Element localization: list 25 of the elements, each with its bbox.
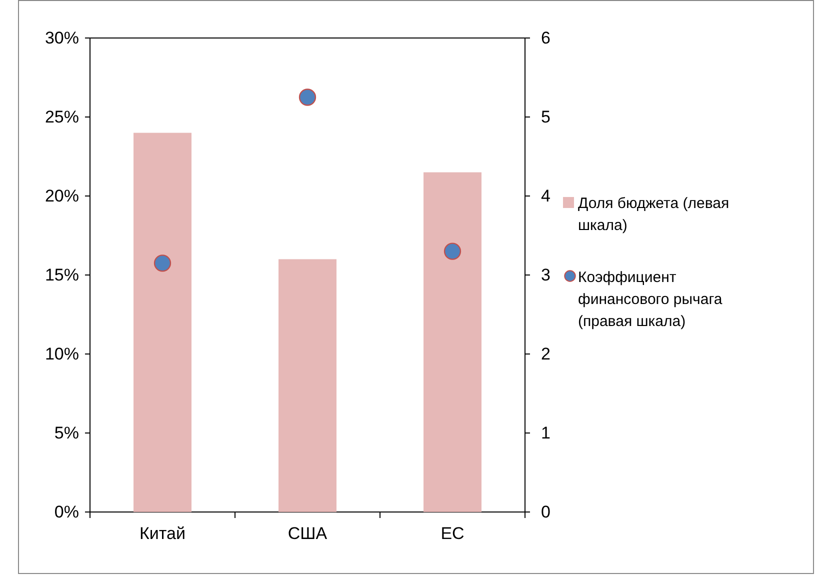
- x-tick-label: США: [288, 524, 328, 543]
- y2-tick-label: 0: [541, 502, 550, 522]
- x-tick-label: Китай: [140, 524, 186, 543]
- x-tick-label: ЕС: [440, 524, 464, 543]
- y2-tick-label: 5: [541, 107, 550, 126]
- y-tick-label: 0%: [54, 502, 79, 522]
- y2-tick-label: 4: [541, 186, 550, 206]
- y2-tick-label: 1: [541, 423, 550, 442]
- y-tick-label: 10%: [44, 344, 79, 364]
- y-tick-label: 15%: [44, 265, 79, 284]
- bar: [134, 132, 192, 512]
- point: [444, 242, 462, 260]
- y-tick-label: 20%: [44, 186, 79, 206]
- y-tick-label: 25%: [44, 107, 79, 126]
- legend-label: Доля бюджета (левая шкала): [578, 195, 730, 234]
- legend-label: Коэффициент финансового рычага (правая шкала): [578, 269, 723, 330]
- y-tick-label: 5%: [54, 423, 79, 442]
- y2-tick-label: 6: [541, 28, 550, 48]
- y-tick-label: 30%: [44, 28, 79, 48]
- bar: [278, 259, 336, 512]
- y2-tick-label: 2: [541, 344, 550, 364]
- point: [154, 254, 172, 272]
- y2-tick-label: 3: [541, 265, 550, 284]
- point: [298, 88, 316, 106]
- bar: [424, 172, 482, 512]
